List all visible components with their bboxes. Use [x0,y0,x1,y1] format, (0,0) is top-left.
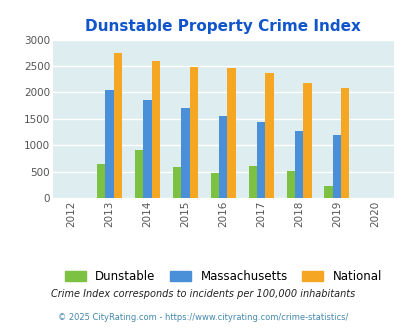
Bar [294,131,303,198]
Bar [151,61,160,198]
Bar [97,164,105,198]
Text: © 2025 CityRating.com - https://www.cityrating.com/crime-statistics/: © 2025 CityRating.com - https://www.city… [58,313,347,322]
Title: Dunstable Property Crime Index: Dunstable Property Crime Index [85,19,360,34]
Bar [286,171,294,198]
Bar [227,68,235,198]
Bar [189,67,197,198]
Bar [219,115,227,198]
Legend: Dunstable, Massachusetts, National: Dunstable, Massachusetts, National [59,264,387,289]
Bar [248,166,256,198]
Bar [143,100,151,198]
Text: Crime Index corresponds to incidents per 100,000 inhabitants: Crime Index corresponds to incidents per… [51,289,354,299]
Bar [303,83,311,198]
Bar [135,150,143,198]
Bar [181,108,189,198]
Bar [256,122,265,198]
Bar [113,53,122,198]
Bar [210,173,219,198]
Bar [332,135,340,198]
Bar [265,73,273,198]
Bar [340,88,349,198]
Bar [324,186,332,198]
Bar [173,167,181,198]
Bar [105,90,113,198]
